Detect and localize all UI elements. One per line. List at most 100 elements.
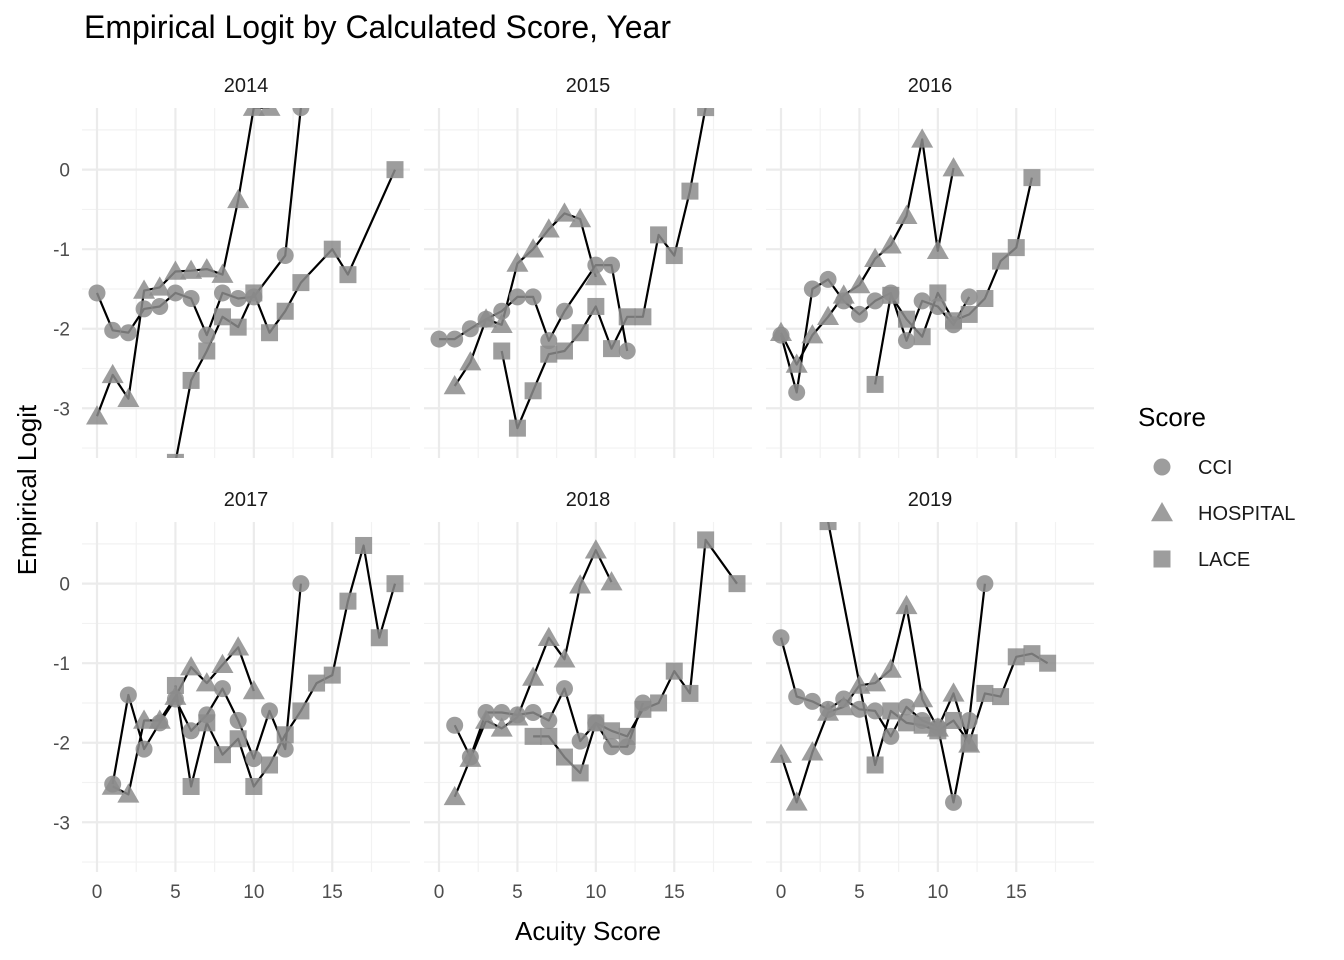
data-point-cci-2 xyxy=(135,740,153,758)
legend-label: LACE xyxy=(1198,549,1250,571)
data-point-lace-2 xyxy=(555,748,573,766)
data-point-lace-11 xyxy=(697,531,715,549)
data-point-cci-3 xyxy=(135,300,153,318)
plot-area xyxy=(770,128,1041,401)
legend-label: HOSPITAL xyxy=(1198,503,1295,525)
data-point-hospital-4 xyxy=(148,276,171,296)
data-point-cci-6 xyxy=(182,290,200,308)
data-point-lace-6 xyxy=(960,305,978,323)
data-point-lace-6 xyxy=(945,711,963,729)
data-point-lace-2 xyxy=(198,714,216,732)
data-point-hospital-7 xyxy=(879,234,902,254)
data-point-cci-11 xyxy=(945,793,963,811)
data-point-legend-cci-0 xyxy=(1153,458,1171,476)
data-point-lace-14 xyxy=(386,575,404,593)
data-point-hospital-5 xyxy=(180,656,203,676)
data-point-lace-9 xyxy=(1007,239,1025,257)
x-tick-label: 5 xyxy=(170,882,181,903)
panel-strip-label: 2016 xyxy=(908,75,953,97)
data-point-hospital-9 xyxy=(584,266,607,286)
data-point-hospital-4 xyxy=(832,284,855,304)
data-point-lace-9 xyxy=(323,240,341,258)
data-point-hospital-0 xyxy=(770,321,792,341)
data-point-lace-1 xyxy=(508,419,526,437)
data-point-cci-3 xyxy=(819,270,837,288)
data-point-cci-13 xyxy=(976,575,994,593)
data-point-lace-0 xyxy=(524,727,542,745)
data-point-lace-4 xyxy=(929,284,947,302)
data-point-hospital-0 xyxy=(101,775,124,795)
data-point-lace-6 xyxy=(261,324,279,342)
data-point-cci-5 xyxy=(508,288,526,306)
y-tick-label: -2 xyxy=(53,320,70,341)
data-point-cci-12 xyxy=(960,711,978,729)
data-point-lace-1 xyxy=(882,286,900,304)
data-point-lace-3 xyxy=(540,345,558,363)
legend: Score CCI HOSPITAL LACE xyxy=(1138,402,1295,571)
data-point-lace-4 xyxy=(229,318,247,336)
chart-title: Empirical Logit by Calculated Score, Yea… xyxy=(84,9,671,45)
data-point-hospital-6 xyxy=(537,626,560,646)
data-point-hospital-9 xyxy=(242,680,265,700)
data-point-hospital-2 xyxy=(801,324,824,344)
x-tick-label: 10 xyxy=(585,882,606,903)
data-point-hospital-9 xyxy=(584,539,607,559)
data-point-cci-9 xyxy=(587,256,605,274)
panel-strip-label: 2018 xyxy=(566,489,611,511)
data-point-hospital-0 xyxy=(443,785,466,806)
data-point-lace-13 xyxy=(697,108,715,117)
x-tick-label: 15 xyxy=(322,882,343,903)
data-point-hospital-11 xyxy=(942,682,965,702)
panel-strip-label: 2017 xyxy=(224,489,269,511)
data-point-cci-10 xyxy=(603,738,621,756)
data-point-hospital-3 xyxy=(148,709,171,729)
data-point-lace-8 xyxy=(650,694,668,712)
data-point-hospital-3 xyxy=(133,279,156,299)
x-tick-label: 5 xyxy=(854,882,865,903)
data-point-lace-6 xyxy=(587,297,605,315)
legend-key-hospital: HOSPITAL xyxy=(1151,502,1295,525)
data-point-cci-2 xyxy=(803,692,821,710)
data-point-cci-5 xyxy=(182,722,200,740)
data-point-lace-5 xyxy=(945,312,963,330)
data-point-cci-6 xyxy=(524,288,542,306)
data-point-cci-7 xyxy=(540,332,558,350)
data-point-hospital-7 xyxy=(879,658,902,678)
data-point-lace-5 xyxy=(245,777,263,795)
data-point-lace-9 xyxy=(992,688,1010,706)
data-point-cci-7 xyxy=(555,680,573,698)
data-point-cci-7 xyxy=(198,326,216,344)
data-point-hospital-6 xyxy=(180,259,203,279)
legend-key-lace: LACE xyxy=(1153,549,1250,571)
data-point-legend-lace-0 xyxy=(1153,550,1171,568)
data-point-lace-5 xyxy=(571,324,589,342)
data-point-lace-13 xyxy=(370,629,388,647)
data-point-cci-5 xyxy=(850,700,868,718)
data-point-hospital-1 xyxy=(459,351,482,371)
data-point-cci-5 xyxy=(524,704,542,722)
y-tick-label: -1 xyxy=(53,654,70,675)
data-point-cci-5 xyxy=(166,284,184,302)
data-point-cci-4 xyxy=(151,297,169,315)
data-point-lace-2 xyxy=(198,342,216,360)
data-point-lace-12 xyxy=(1039,654,1057,672)
data-point-hospital-10 xyxy=(926,239,949,260)
data-point-hospital-1 xyxy=(785,791,808,811)
y-tick-label: -1 xyxy=(53,240,70,261)
data-point-lace-12 xyxy=(355,536,373,554)
data-point-lace-4 xyxy=(555,342,573,360)
plot-area xyxy=(770,522,1057,811)
x-tick-label: 15 xyxy=(1006,882,1027,903)
data-point-hospital-2 xyxy=(475,308,498,328)
data-point-lace-0 xyxy=(819,522,837,531)
data-point-hospital-1 xyxy=(101,363,124,384)
data-point-lace-9 xyxy=(634,308,652,326)
y-tick-label: -3 xyxy=(53,399,70,420)
data-point-hospital-7 xyxy=(195,258,218,278)
data-point-hospital-8 xyxy=(895,204,918,225)
data-point-cci-8 xyxy=(213,284,231,302)
data-point-cci-1 xyxy=(788,383,806,401)
data-point-cci-8 xyxy=(897,332,915,350)
data-point-hospital-6 xyxy=(864,247,887,267)
x-tick-label: 10 xyxy=(927,882,948,903)
